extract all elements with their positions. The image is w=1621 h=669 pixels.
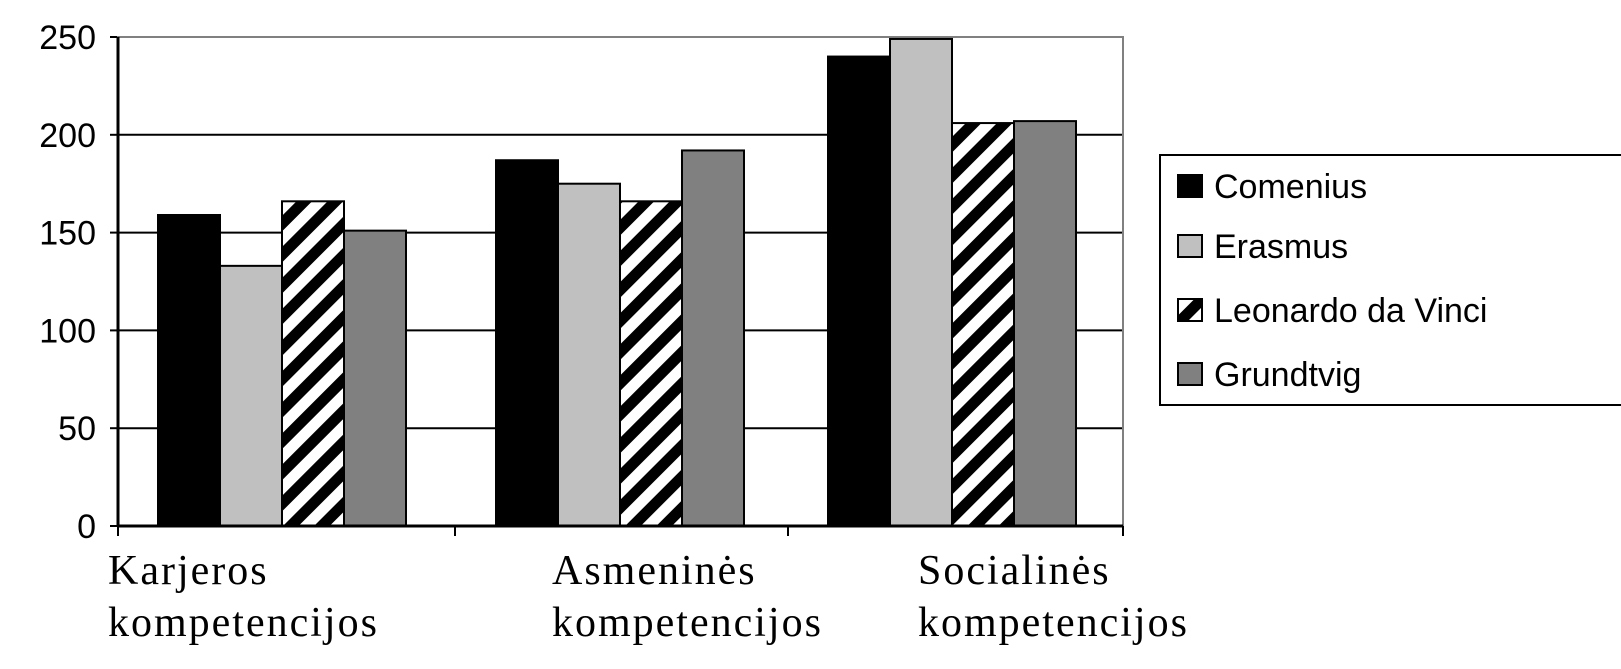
- y-tick-label: 250: [39, 19, 96, 57]
- legend-label: Comenius: [1214, 168, 1367, 206]
- legend-swatch-grundtvig: [1177, 362, 1203, 386]
- bar-leonardo-da-vinci: [951, 122, 1015, 528]
- x-category-label: Socialinės kompetencijos: [918, 548, 1189, 646]
- legend-box: [1159, 154, 1621, 406]
- legend-label: Erasmus: [1214, 228, 1348, 266]
- bar-leonardo-da-vinci: [619, 200, 683, 528]
- bar-comenius: [495, 159, 559, 527]
- bar-leonardo-da-vinci: [281, 200, 345, 528]
- category-labels: Karjeros kompetencijos Asmeninės kompetenci…: [108, 548, 1189, 646]
- y-tick-label: 200: [39, 117, 96, 155]
- legend-swatch-comenius: [1177, 174, 1203, 198]
- axes: [116, 37, 1124, 536]
- y-tick-label: 150: [39, 215, 96, 253]
- x-category-label: Asmeninės kompetencijos: [552, 548, 823, 646]
- x-category-label: Karjeros kompetencijos: [108, 548, 379, 646]
- y-tick-label: 50: [58, 410, 96, 448]
- legend: Comenius Erasmus Leonardo da Vinci Grundtvi…: [1159, 154, 1621, 406]
- y-tick-label: 0: [77, 508, 96, 546]
- legend-label: Grundtvig: [1214, 356, 1361, 394]
- bar-comenius: [827, 55, 891, 528]
- bar-grundtvig: [343, 229, 407, 527]
- legend-swatch-erasmus: [1177, 234, 1203, 258]
- bar-grundtvig: [1013, 120, 1077, 527]
- y-tick-labels: 0 50 100 150 200 250: [39, 19, 96, 546]
- bar-grundtvig: [681, 149, 745, 527]
- bar-comenius: [157, 213, 221, 527]
- bar-erasmus: [889, 37, 953, 528]
- y-tick-label: 100: [39, 312, 96, 350]
- bar-erasmus: [219, 264, 283, 527]
- legend-swatch-leonardo-da-vinci: [1177, 298, 1203, 322]
- legend-label: Leonardo da Vinci: [1214, 292, 1487, 330]
- bar-erasmus: [557, 182, 621, 527]
- bars: [157, 37, 1077, 528]
